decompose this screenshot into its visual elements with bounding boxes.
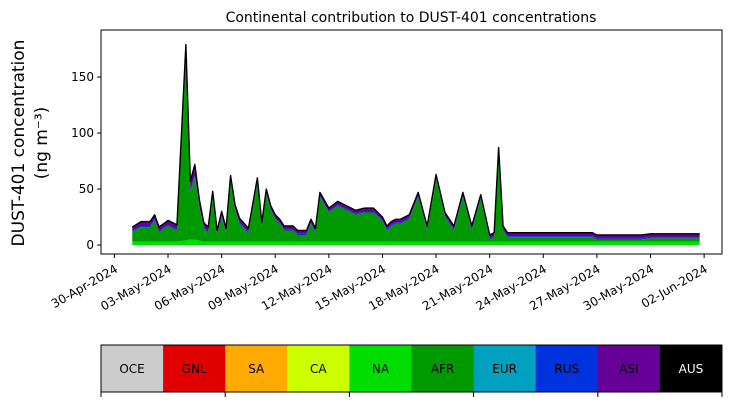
plot-area xyxy=(131,43,700,246)
legend-label-gnl: GNL xyxy=(182,362,207,376)
legend-swatch-afr xyxy=(411,345,475,392)
axes: 05010015030-Apr-202403-May-202406-May-20… xyxy=(49,29,723,313)
y-axis-label-line1: DUST-401 concentration xyxy=(9,40,29,247)
legend-swatch-gnl xyxy=(163,345,226,392)
y-tick-label: 0 xyxy=(86,238,94,252)
y-tick-label: 100 xyxy=(71,126,94,140)
y-axis-label-line2: (ng m⁻³) xyxy=(32,107,52,180)
legend-swatch-oce xyxy=(101,345,164,392)
y-axis-label: DUST-401 concentration (ng m⁻³) xyxy=(9,40,52,247)
legend-frame xyxy=(100,344,723,393)
legend-label-sa: SA xyxy=(248,362,265,376)
legend-swatch-sa xyxy=(225,345,288,392)
legend-swatch-aus xyxy=(659,345,723,392)
legend-label-rus: RUS xyxy=(554,362,579,376)
legend-swatch-ca xyxy=(287,345,350,392)
legend-label-aus: AUS xyxy=(679,362,704,376)
series-area-afr xyxy=(132,61,700,242)
legend-label-eur: EUR xyxy=(492,362,517,376)
legend-label-asi: ASI xyxy=(619,362,638,376)
series-area-na xyxy=(132,239,700,246)
y-tick-label: 150 xyxy=(71,70,94,84)
plot-frame xyxy=(100,29,723,255)
total-line xyxy=(131,43,700,236)
legend-label-afr: AFR xyxy=(431,362,454,376)
legend-label-ca: CA xyxy=(310,362,327,376)
legend-label-oce: OCE xyxy=(119,362,144,376)
y-tick-label: 50 xyxy=(79,182,94,196)
legend-colorbar: OCE GNL SA CA NA AFR EUR RUS ASI AUS xyxy=(100,344,723,397)
legend-swatch-eur xyxy=(473,345,537,392)
legend-swatch-asi xyxy=(597,345,661,392)
legend-swatch-rus xyxy=(535,345,599,392)
chart-title: Continental contribution to DUST-401 con… xyxy=(226,10,597,26)
legend-swatch-na xyxy=(349,345,412,392)
legend-label-na: NA xyxy=(372,362,390,376)
